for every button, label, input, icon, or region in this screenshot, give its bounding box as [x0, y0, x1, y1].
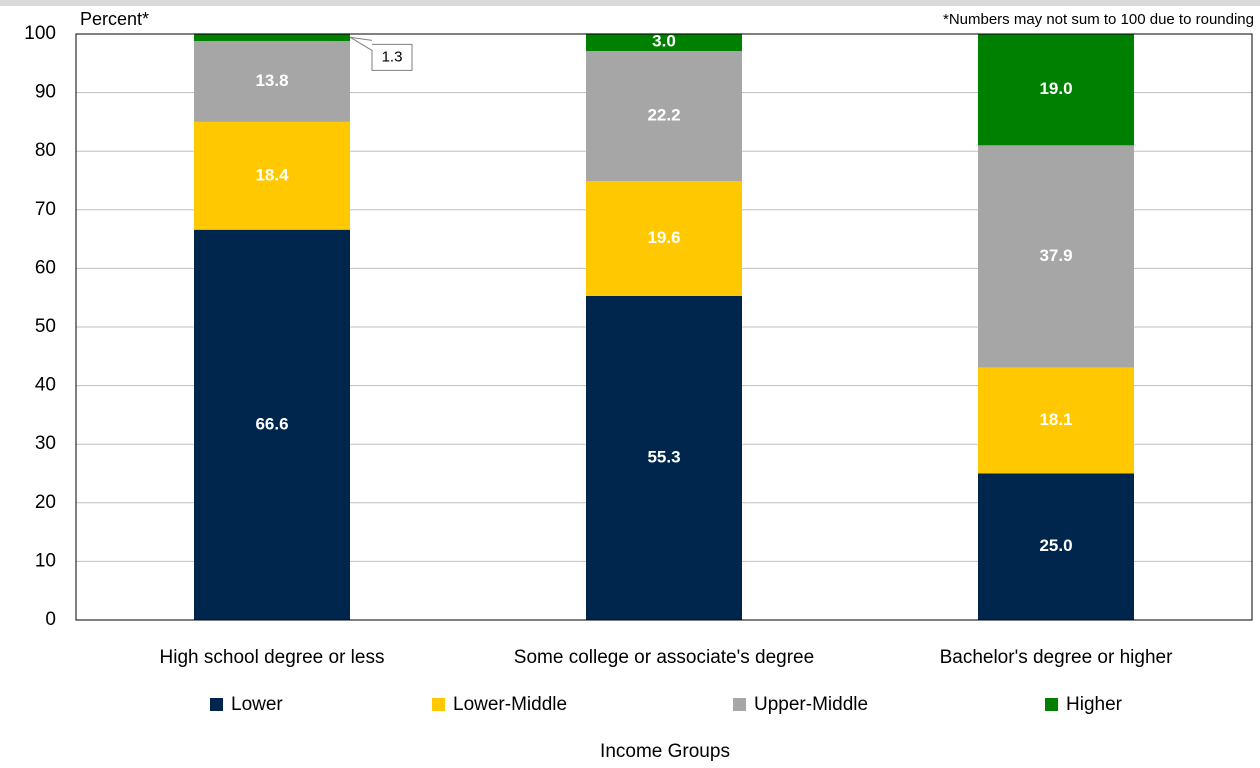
legend-label: Upper-Middle: [754, 694, 868, 715]
legend-label: Lower: [231, 694, 283, 715]
note: *Numbers may not sum to 100 due to round…: [943, 11, 1254, 28]
top-strip: [0, 0, 1260, 6]
callout-box: [349, 36, 413, 71]
y-tick-label: 90: [35, 82, 56, 103]
y-tick-label: 70: [35, 199, 56, 220]
data-label: 25.0: [1039, 536, 1072, 555]
bar-segment: [194, 121, 350, 230]
bar-segment: [194, 41, 350, 122]
data-label: 18.1: [1039, 410, 1072, 429]
data-label: 18.4: [255, 165, 289, 184]
data-label: 22.2: [647, 106, 680, 125]
y-tick-label: 10: [35, 550, 56, 571]
bar-segment: [978, 145, 1134, 368]
bar-segment: [978, 34, 1134, 146]
y-tick-label: 20: [35, 492, 56, 513]
legend-swatch: [1045, 698, 1058, 711]
y-tick-label: 60: [35, 257, 56, 278]
x-tick-label: Bachelor's degree or higher: [940, 647, 1173, 668]
y-tick-label: 30: [35, 433, 56, 454]
legend-swatch: [432, 698, 445, 711]
x-tick-label: High school degree or less: [160, 647, 385, 668]
data-label: 13.8: [255, 71, 288, 90]
legend-label: Higher: [1066, 694, 1123, 715]
bar-segment: [194, 33, 350, 42]
bar-segment: [586, 50, 742, 182]
data-label: 55.3: [647, 447, 680, 466]
y-tick-label: 100: [24, 23, 56, 44]
legend-swatch: [733, 698, 746, 711]
bar-segment: [978, 473, 1134, 620]
y-axis-label: Percent*: [80, 9, 149, 29]
data-label: 1.3: [382, 48, 403, 65]
y-tick-label: 80: [35, 140, 56, 161]
data-label: 37.9: [1039, 246, 1072, 265]
plot-frame: [75, 33, 1253, 621]
y-tick-label: 40: [35, 375, 56, 396]
bar-segment: [978, 367, 1134, 474]
bar-segment: [586, 295, 742, 620]
legend-swatch: [210, 698, 223, 711]
bar-segment: [586, 33, 742, 51]
data-label: 19.0: [1039, 79, 1072, 98]
legend-label: Lower-Middle: [453, 694, 567, 715]
legend-title: Income Groups: [600, 741, 730, 762]
bar-segment: [586, 181, 742, 296]
data-label: 19.6: [647, 228, 680, 247]
x-tick-label: Some college or associate's degree: [514, 647, 814, 668]
y-tick-label: 50: [35, 316, 56, 337]
y-tick-label: 0: [45, 609, 56, 630]
bar-segment: [194, 229, 350, 620]
data-label: 66.6: [255, 414, 288, 433]
data-label: 3.0: [652, 32, 676, 51]
